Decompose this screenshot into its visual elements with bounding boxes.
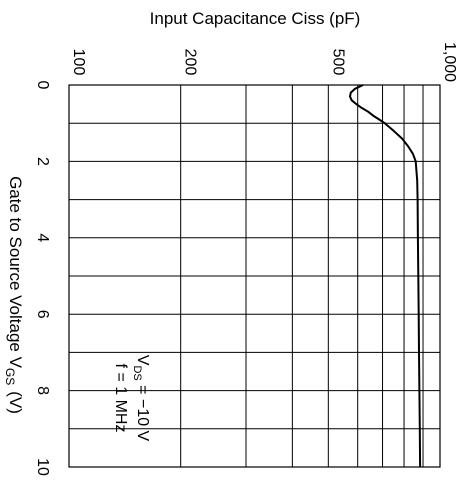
series-line-0 — [349, 84, 422, 468]
x-tick-0: 0 — [34, 81, 51, 90]
annotation-line-2: f = 1 MHz — [112, 364, 129, 433]
x-axis-label-sub: GS — [3, 368, 17, 385]
x-tick-8: 8 — [34, 386, 51, 395]
x-axis-label-main: Gate to Source Voltage V — [6, 176, 25, 369]
x-tick-10: 10 — [34, 458, 51, 476]
x-tick-6: 6 — [34, 310, 51, 319]
x-axis-label-unit: (V) — [6, 391, 25, 414]
annotation-v-value: = −10 V — [134, 381, 151, 442]
series-group — [349, 84, 422, 468]
y-tick-100: 100 — [70, 49, 87, 76]
annotation: VDS = −10 V f = 1 MHz — [112, 355, 151, 442]
y-axis-label: Input Capacitance Ciss (pF) — [150, 9, 361, 28]
y-tick-500: 500 — [329, 49, 346, 76]
plot-border — [68, 84, 441, 468]
annotation-v-sub: DS — [131, 365, 143, 380]
y-tick-200: 200 — [182, 49, 199, 76]
annotation-line-1: VDS = −10 V — [131, 355, 151, 442]
plot-frame — [68, 84, 441, 468]
x-tick-2: 2 — [34, 157, 51, 166]
annotation-v-prefix: V — [134, 355, 151, 366]
x-axis-label: Gate to Source Voltage VGS (V) — [3, 176, 25, 414]
y-tick-1000: 1,000 — [441, 42, 458, 82]
tick-labels: 100 200 500 1,000 0 2 4 6 8 10 — [34, 42, 458, 476]
x-tick-4: 4 — [34, 233, 51, 242]
